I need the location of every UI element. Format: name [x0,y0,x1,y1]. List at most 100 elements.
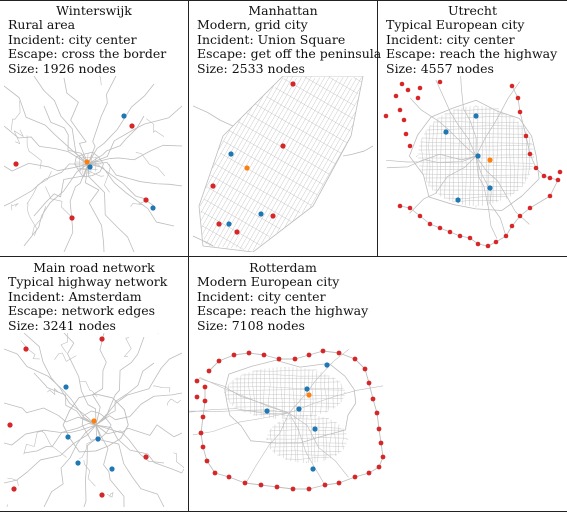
road [63,163,89,252]
exit-node [405,87,411,93]
exit-node [320,348,326,354]
road [256,369,258,417]
road [95,424,165,464]
police-unit-node [121,113,127,119]
road [81,410,112,441]
road [4,162,89,172]
road [240,375,242,411]
road [457,108,460,204]
description-line: Size: 7108 nodes [197,317,305,333]
road [236,78,334,248]
road [433,121,519,124]
road [11,203,19,211]
road [453,200,499,203]
exit-node [547,175,553,181]
road [269,429,345,432]
exit-node [210,183,216,189]
road [353,77,362,82]
road [83,460,96,487]
road [201,76,294,235]
exit-node [69,215,75,221]
road [27,203,38,237]
exit-node [517,213,523,219]
exit-node [527,205,533,211]
road [327,375,330,411]
exit-node [143,454,149,460]
utrecht-road-map [383,76,563,249]
description-line: Escape: reach the highway [386,46,558,61]
road [268,367,271,419]
road [419,165,533,168]
road [4,424,97,446]
road [214,76,312,246]
exit-node [374,410,380,416]
panel-description: Typical European city Incident: city cen… [386,17,558,76]
road [87,76,117,165]
exit-node [216,358,222,364]
panel-title: Rotterdam [249,260,317,275]
road [288,367,291,419]
road [267,433,347,436]
road [209,76,307,247]
road [512,118,515,194]
exit-node [216,221,222,227]
road [99,76,102,86]
road [342,428,344,450]
road [346,438,349,440]
exit-node [13,161,19,167]
exit-node [270,213,276,219]
exit-node [143,197,149,203]
description-line: Escape: network edges [8,303,156,318]
road [226,397,344,400]
road [198,76,364,252]
road [475,155,530,225]
winterswijk-road-map [4,76,183,252]
road [461,107,463,205]
road [278,421,281,457]
road [212,118,242,169]
road [449,111,451,201]
incident-node [91,418,97,424]
exit-node [383,113,389,119]
road [241,410,329,413]
road [199,377,290,414]
road [74,151,104,178]
exit-node [378,440,384,446]
exit-node [99,492,105,498]
road [87,153,89,155]
road [82,154,85,174]
road [226,76,326,249]
road [166,398,182,406]
road [224,359,357,444]
road [481,106,483,206]
road [420,141,532,144]
road [232,380,234,407]
description-line: Incident: city center [8,31,137,47]
police-unit-node [475,153,481,159]
road [200,77,284,221]
exit-node [437,225,443,231]
road [23,430,43,455]
road [292,111,356,222]
police-unit-node [310,466,316,472]
exit-node [399,81,405,87]
road [222,77,321,247]
police-unit-node [473,113,479,119]
road [78,156,81,172]
exit-node [258,482,264,488]
road [472,106,475,206]
police-unit-node [258,211,264,217]
road [87,162,183,187]
police-unit-node [63,384,69,390]
road [104,163,111,193]
road [229,130,324,185]
road [421,137,424,175]
road [269,445,345,448]
road [223,140,318,196]
exit-node [437,79,443,85]
exit-node [503,233,509,239]
exit-node [306,486,312,492]
road [203,198,270,237]
road [303,368,306,418]
